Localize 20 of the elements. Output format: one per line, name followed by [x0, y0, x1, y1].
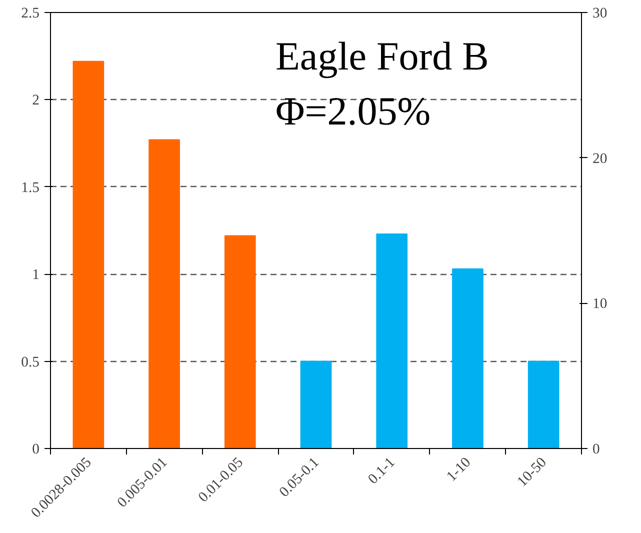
bar: [452, 268, 484, 448]
annotation: Eagle Ford B: [276, 34, 489, 78]
y2-tick-label: 20: [592, 150, 608, 167]
y2-tick-label: 30: [592, 6, 608, 22]
y-tick-label: 0.5: [21, 354, 40, 370]
bar: [148, 139, 180, 448]
y-tick-label: 1.5: [21, 180, 40, 196]
y-tick-label: 0: [32, 442, 40, 458]
bar: [72, 60, 104, 448]
y2-tick-label: 10: [592, 296, 608, 312]
annotation: Φ=2.05%: [276, 88, 431, 134]
bar: [528, 360, 560, 448]
y-tick-label: 2: [32, 92, 40, 109]
bar: [300, 360, 332, 448]
bar: [224, 235, 256, 448]
bar: [376, 233, 408, 448]
y2-tick-label: 0: [592, 442, 600, 458]
y-tick-label: 2.5: [21, 6, 40, 22]
x-tick-label: 1-10: [444, 454, 474, 485]
y-tick-label: 1: [32, 267, 40, 284]
